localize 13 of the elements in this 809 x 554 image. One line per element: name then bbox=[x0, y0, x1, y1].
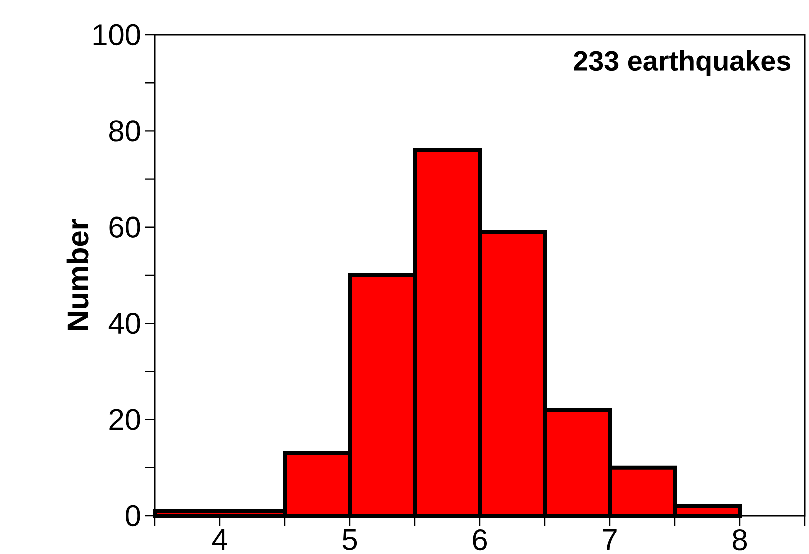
y-axis-title: Number bbox=[66, 219, 89, 330]
y-tick-label: 40 bbox=[108, 313, 140, 334]
x-tick-label: 7 bbox=[603, 530, 617, 550]
annotation: 233 earthquakes bbox=[574, 50, 791, 77]
y-tick-label: 80 bbox=[110, 120, 140, 142]
x-tick-label: 8 bbox=[732, 530, 748, 551]
y-tick-label: 60 bbox=[110, 216, 140, 238]
y-tick-label: 20 bbox=[110, 409, 140, 430]
y-tick-label: 100 bbox=[94, 24, 140, 46]
x-tick-label: 5 bbox=[342, 530, 358, 550]
y-tick-label: 0 bbox=[126, 505, 140, 527]
x-tick-label: 6 bbox=[473, 530, 488, 551]
x-tick-label: 4 bbox=[212, 530, 228, 550]
